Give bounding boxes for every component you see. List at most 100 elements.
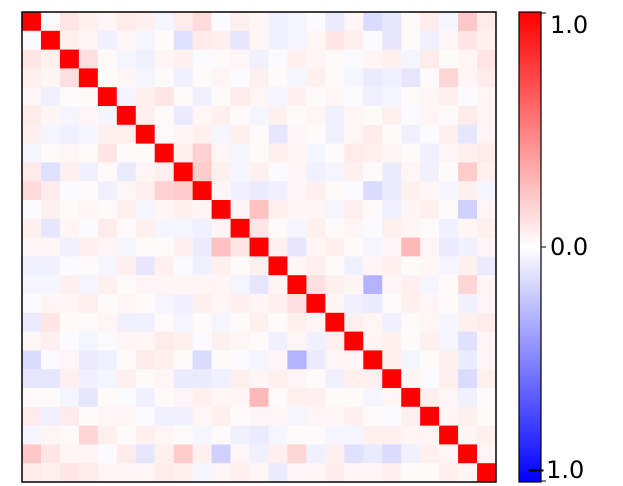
heatmap-cell: [116, 12, 137, 32]
heatmap-cell: [249, 331, 269, 351]
heatmap-cell: [173, 49, 194, 69]
heatmap-cell: [192, 388, 212, 408]
heatmap-cell: [192, 218, 212, 238]
heatmap-cell: [363, 350, 383, 370]
heatmap-cell: [382, 49, 402, 69]
heatmap-cell: [116, 425, 137, 445]
heatmap-cell: [344, 30, 364, 50]
heatmap-cell: [211, 444, 231, 464]
heatmap-cell: [40, 162, 61, 182]
heatmap-cell: [439, 388, 459, 408]
heatmap-cell: [363, 162, 383, 182]
heatmap-cell: [173, 388, 194, 408]
heatmap-cell: [78, 12, 99, 32]
heatmap-cell: [344, 275, 364, 295]
heatmap-cell: [173, 350, 194, 370]
heatmap-cell: [135, 256, 156, 276]
heatmap-cell: [287, 162, 307, 182]
heatmap-cell: [325, 463, 345, 483]
heatmap-cell: [363, 369, 383, 389]
heatmap-cell: [306, 388, 326, 408]
heatmap-cell: [401, 275, 421, 295]
heatmap-cell: [477, 30, 497, 50]
heatmap-cell: [230, 49, 250, 69]
heatmap-cell: [230, 463, 250, 483]
heatmap-cell: [344, 181, 364, 201]
heatmap-cell: [401, 143, 421, 163]
heatmap-cell: [458, 331, 478, 351]
heatmap-cell: [458, 12, 478, 32]
heatmap-cell: [135, 124, 156, 144]
heatmap-cell: [78, 388, 99, 408]
heatmap-cell: [325, 406, 345, 426]
heatmap-cell: [287, 369, 307, 389]
heatmap-cell: [59, 463, 80, 483]
heatmap-cell: [59, 30, 80, 50]
heatmap-cell: [78, 218, 99, 238]
heatmap-cell: [325, 162, 345, 182]
heatmap-cell: [22, 388, 42, 408]
heatmap-cell: [211, 12, 231, 32]
heatmap-cell: [59, 87, 80, 107]
heatmap-cell: [268, 49, 288, 69]
heatmap-cell: [325, 200, 345, 220]
heatmap-cell: [40, 87, 61, 107]
heatmap-cell: [249, 275, 269, 295]
heatmap-cell: [59, 218, 80, 238]
heatmap-cell: [230, 162, 250, 182]
heatmap-cell: [382, 68, 402, 88]
heatmap-cell: [59, 350, 80, 370]
heatmap-cell: [287, 444, 307, 464]
heatmap-cell: [211, 463, 231, 483]
heatmap-cell: [59, 312, 80, 332]
heatmap-cell: [135, 87, 156, 107]
heatmap-cell: [439, 30, 459, 50]
heatmap-cell: [344, 388, 364, 408]
heatmap-cell: [439, 350, 459, 370]
heatmap-cell: [439, 406, 459, 426]
heatmap-cell: [477, 294, 497, 314]
heatmap-cell: [268, 218, 288, 238]
heatmap-cell: [116, 350, 137, 370]
heatmap-cell: [192, 30, 212, 50]
heatmap-cell: [211, 294, 231, 314]
heatmap-cell: [97, 463, 118, 483]
heatmap-cell: [439, 312, 459, 332]
heatmap-cell: [382, 463, 402, 483]
heatmap-cell: [420, 124, 440, 144]
colorbar-gradient: [518, 11, 542, 483]
heatmap-cell: [154, 425, 175, 445]
heatmap-cell: [154, 444, 175, 464]
heatmap-cell: [420, 87, 440, 107]
heatmap-cell: [192, 350, 212, 370]
heatmap-cell: [325, 331, 345, 351]
heatmap-cell: [325, 181, 345, 201]
heatmap-cell: [325, 294, 345, 314]
heatmap-cell: [458, 312, 478, 332]
heatmap-cell: [97, 350, 118, 370]
heatmap-cell: [287, 312, 307, 332]
heatmap-cell: [420, 12, 440, 32]
heatmap-cell: [97, 87, 118, 107]
heatmap-cell: [306, 444, 326, 464]
heatmap-cell: [154, 312, 175, 332]
heatmap-cell: [268, 87, 288, 107]
heatmap-cell: [268, 12, 288, 32]
heatmap-cell: [78, 87, 99, 107]
heatmap-cell: [477, 406, 497, 426]
heatmap-cell: [458, 275, 478, 295]
heatmap-cell: [268, 124, 288, 144]
heatmap-cell: [97, 444, 118, 464]
heatmap-cell: [439, 444, 459, 464]
heatmap-cell: [211, 106, 231, 126]
heatmap-cell: [420, 312, 440, 332]
heatmap-cell: [211, 237, 231, 257]
heatmap-cell: [97, 425, 118, 445]
heatmap-cell: [249, 406, 269, 426]
heatmap-cell: [363, 331, 383, 351]
heatmap-cell: [40, 294, 61, 314]
heatmap-cell: [401, 200, 421, 220]
heatmap-cell: [154, 200, 175, 220]
heatmap-cell: [78, 68, 99, 88]
